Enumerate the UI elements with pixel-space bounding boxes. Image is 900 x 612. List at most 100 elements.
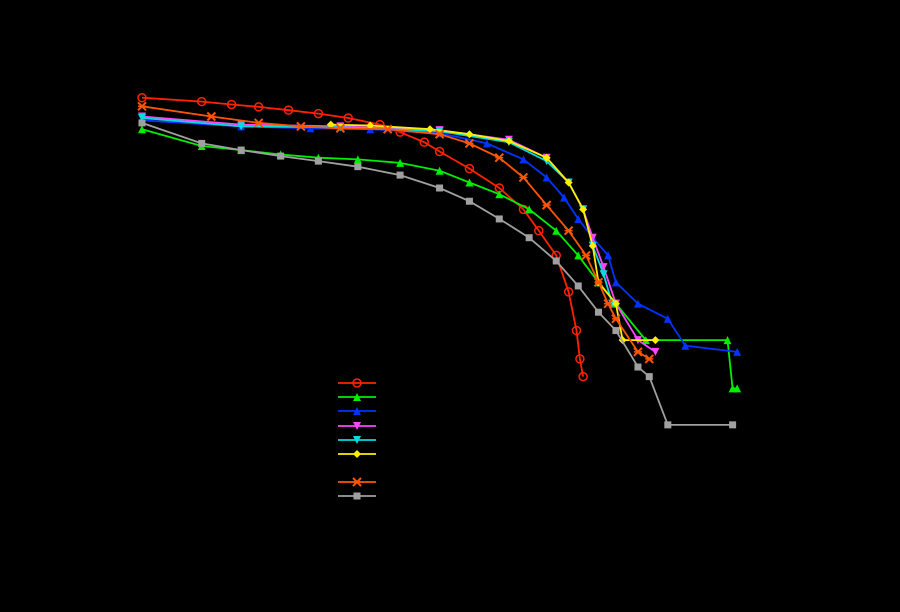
series-3-point-15	[663, 314, 672, 323]
series-3-point-12	[604, 251, 613, 260]
series-6-point-5	[504, 136, 513, 145]
series-1-point-15	[534, 225, 544, 236]
series-3-point-17	[733, 347, 742, 356]
series-1-point-2	[196, 96, 207, 107]
series-6-point-7	[564, 178, 573, 187]
series-7-point-5	[335, 123, 346, 133]
series-2-point-17	[723, 336, 732, 345]
series-7-point-18	[644, 354, 654, 364]
series-7-point-16	[611, 314, 621, 324]
series-1-point-12	[464, 163, 475, 174]
series-8-point-11	[525, 234, 533, 242]
series-7-point-4	[296, 121, 306, 132]
legend-marker-6	[353, 450, 361, 458]
series-2-point-11	[525, 205, 534, 214]
series-8-point-18	[664, 421, 672, 429]
series-4-point-13	[651, 347, 660, 356]
series-2-point-1	[138, 125, 146, 134]
series-2-point-10	[495, 190, 504, 199]
series-6-point-11	[611, 299, 620, 308]
series-6-point-8	[579, 205, 588, 214]
series-3-point-3	[306, 124, 315, 133]
series-3-point-10	[574, 214, 583, 223]
series-7-point-15	[603, 298, 613, 309]
series-5-point-2	[237, 122, 246, 131]
legend-marker-5	[353, 436, 361, 444]
series-1-point-7	[343, 113, 353, 123]
series-8-point-2	[198, 139, 206, 147]
series-1-point-3	[226, 99, 237, 110]
series-7-point-3	[253, 118, 264, 128]
legend-entry-5	[338, 436, 376, 444]
series-1-point-11	[434, 146, 445, 157]
series-7	[137, 101, 654, 364]
series-8-point-9	[465, 197, 473, 205]
series-1-point-10	[419, 137, 429, 147]
series-2-point-6	[353, 155, 362, 164]
series-6-point-6	[542, 153, 551, 162]
series-8-point-6	[354, 163, 362, 171]
series-8-point-5	[314, 157, 322, 165]
legend-entry-7	[338, 477, 376, 487]
legend-marker-2	[353, 393, 361, 401]
series-4-point-10	[599, 263, 608, 272]
series-2-point-13	[574, 251, 583, 260]
series-8-point-3	[237, 146, 245, 154]
series-2-point-12	[552, 226, 561, 235]
legend-marker-4	[353, 422, 361, 430]
series-6-point-3	[425, 125, 434, 134]
series-6	[326, 120, 660, 345]
series-7-point-6	[383, 124, 393, 134]
series-7-point-9	[494, 153, 504, 163]
series-2-point-7	[396, 158, 405, 167]
series-7-point-12	[563, 225, 574, 236]
series-1-line	[141, 96, 584, 377]
series-8-point-16	[634, 363, 642, 371]
series-1-point-20	[578, 371, 588, 382]
series-5-point-1	[138, 114, 146, 123]
series-8-point-19	[729, 421, 737, 429]
series-1-point-6	[313, 108, 324, 119]
series-1-point-4	[253, 102, 264, 112]
series-8-point-13	[574, 282, 582, 290]
series-8-point-4	[277, 152, 285, 160]
series-2-point-8	[435, 166, 444, 175]
series-3-point-7	[519, 155, 528, 164]
series-8-point-10	[495, 215, 503, 223]
series-7-point-10	[518, 172, 529, 183]
series-8-point-8	[436, 184, 444, 192]
series-5-point-10	[599, 270, 608, 279]
series-3-point-13	[611, 278, 620, 287]
legend-entry-4	[338, 422, 376, 430]
series-7-point-11	[541, 200, 552, 210]
series-7-point-1	[137, 101, 147, 112]
series-8-point-14	[594, 308, 602, 316]
legend-entry-8	[338, 492, 376, 500]
series-7-point-14	[593, 277, 604, 288]
series-1-point-18	[571, 325, 582, 336]
series-6-point-2	[366, 121, 375, 130]
series-3-point-9	[560, 193, 569, 202]
legend-entry-3	[338, 407, 376, 415]
legend-entry-1	[338, 378, 376, 388]
series-7-point-17	[633, 347, 643, 357]
legend	[338, 378, 376, 500]
series-8-point-12	[552, 257, 560, 265]
series-2-point-9	[465, 178, 474, 187]
legend-marker-7	[352, 477, 362, 487]
series-7-point-13	[581, 250, 591, 261]
series-6-point-13	[651, 336, 660, 345]
series-7-point-8	[464, 138, 475, 149]
legend-entry-2	[338, 393, 376, 401]
series-8-point-15	[612, 327, 620, 335]
series-3-point-8	[542, 173, 551, 182]
series-6-point-1	[326, 120, 335, 129]
series-7-point-7	[434, 129, 445, 139]
legend-entry-6	[338, 450, 376, 458]
legend-marker-8	[353, 492, 361, 500]
series-1-point-17	[563, 287, 574, 297]
series-8-point-7	[396, 171, 404, 179]
series-3-point-14	[633, 299, 642, 308]
series-1-point-19	[575, 354, 585, 364]
